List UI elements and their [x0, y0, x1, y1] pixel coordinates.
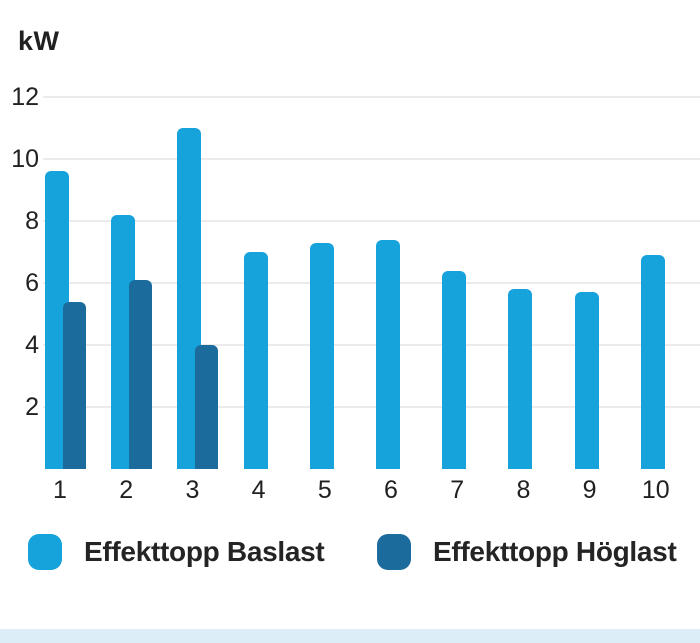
gridline-6 — [43, 282, 700, 284]
x-tick-label-1: 1 — [53, 476, 67, 504]
bottom-sheet-edge[interactable] — [0, 629, 700, 643]
x-tick-label-3: 3 — [185, 476, 200, 504]
bar-hoglast-3[interactable] — [195, 345, 219, 469]
bar-hoglast-1[interactable] — [63, 301, 86, 469]
bar-baslast-8[interactable] — [508, 289, 533, 469]
y-tick-label-4: 4 — [25, 331, 39, 359]
gridline-10 — [43, 158, 700, 160]
x-tick-label-10: 10 — [641, 476, 670, 504]
y-tick-label-12: 12 — [11, 83, 39, 111]
y-tick-label-10: 10 — [11, 145, 39, 173]
baslast-swatch-icon — [28, 534, 62, 570]
x-tick-label-4: 4 — [251, 476, 266, 504]
y-axis-unit-label: kW — [18, 26, 60, 56]
bar-baslast-5[interactable] — [309, 242, 334, 469]
legend-label-hoglast: Effekttopp Höglast — [433, 536, 677, 567]
bar-hoglast-2[interactable] — [129, 279, 153, 469]
legend-item-baslast[interactable]: Effekttopp Baslast — [28, 531, 325, 573]
x-tick-label-9: 9 — [582, 476, 597, 504]
bar-baslast-6[interactable] — [376, 239, 400, 469]
chart-legend: Effekttopp Baslast Effekttopp Höglast — [0, 531, 700, 573]
x-tick-label-8: 8 — [516, 476, 531, 504]
x-tick-label-5: 5 — [317, 476, 332, 504]
gridline-4 — [43, 344, 700, 346]
x-tick-label-2: 2 — [119, 476, 134, 504]
legend-label-baslast: Effekttopp Baslast — [84, 536, 325, 567]
bar-baslast-10[interactable] — [640, 255, 665, 469]
gridline-12 — [43, 96, 700, 98]
bar-baslast-9[interactable] — [574, 292, 599, 469]
legend-item-hoglast[interactable]: Effekttopp Höglast — [377, 531, 677, 573]
hoglast-swatch-icon — [377, 534, 411, 570]
x-tick-label-6: 6 — [384, 476, 398, 504]
bar-baslast-4[interactable] — [243, 252, 268, 469]
y-tick-label-6: 6 — [25, 269, 39, 297]
y-tick-label-2: 2 — [25, 393, 39, 421]
x-tick-label-7: 7 — [450, 476, 465, 504]
y-tick-label-8: 8 — [25, 207, 39, 235]
gridline-2 — [43, 406, 700, 408]
bar-baslast-7[interactable] — [442, 270, 467, 469]
gridline-8 — [43, 220, 700, 222]
